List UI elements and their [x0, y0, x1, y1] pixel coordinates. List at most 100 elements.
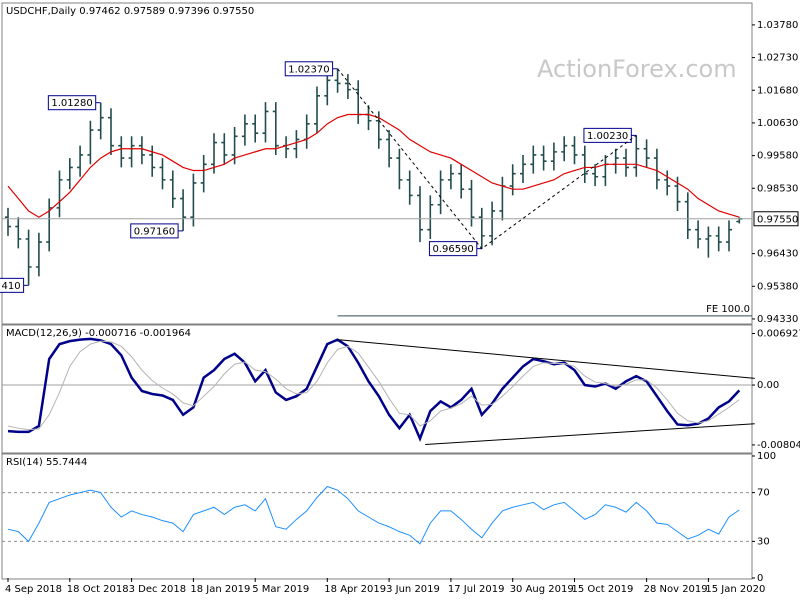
ohlc-bar: [149, 145, 156, 177]
ohlc-bar: [489, 201, 496, 246]
annotation-label: 1.00230: [587, 131, 628, 142]
annotation-label: 0.96590: [432, 244, 473, 255]
ohlc-bar: [200, 154, 207, 193]
y-tick-label: 0: [757, 573, 763, 584]
ohlc-bar: [561, 136, 568, 162]
x-tick-label: 4 Sep 2018: [5, 584, 62, 595]
ohlc-bar: [128, 136, 135, 168]
panel-title: USDCHF,Daily 0.97462 0.97589 0.97396 0.9…: [6, 6, 254, 17]
ohlc-bar: [324, 70, 331, 106]
ohlc-bar: [35, 232, 42, 277]
ohlc-bar: [530, 145, 537, 174]
ohlc-bar: [396, 148, 403, 190]
y-tick-label: 100: [757, 451, 776, 462]
ohlc-bar: [695, 220, 702, 249]
y-tick-label: 1.01680: [757, 85, 798, 96]
ohlc-bar: [314, 86, 320, 134]
ohlc-bar: [46, 198, 53, 252]
annotation-label: 0.97160: [134, 226, 175, 237]
fe-label: FE 100.0: [706, 304, 750, 315]
ohlc-bar: [623, 148, 629, 177]
ohlc-bar: [87, 120, 94, 165]
y-tick-label: 0.98530: [757, 183, 798, 194]
ohlc-bar: [653, 148, 660, 190]
y-tick-label: 1.00630: [757, 118, 798, 129]
ohlc-bar: [15, 217, 22, 249]
price-box: [753, 211, 799, 227]
x-tick-label: 15 Jan 2020: [705, 584, 765, 595]
ohlc-bar: [643, 139, 650, 168]
ohlc-bar: [427, 195, 434, 239]
x-tick-label: 17 Jul 2019: [448, 584, 505, 595]
ohlc-bar: [406, 170, 413, 205]
x-tick-label: 3 Jun 2019: [386, 584, 440, 595]
x-tick-label: 18 Oct 2018: [67, 584, 129, 595]
x-tick-label: 18 Jan 2019: [190, 584, 250, 595]
watermark: ActionForex.com: [537, 55, 737, 83]
ohlc-bar: [386, 130, 393, 168]
x-tick-label: 30 Aug 2019: [510, 584, 574, 595]
ohlc-bar: [138, 136, 145, 165]
ohlc-bar: [447, 164, 454, 190]
ohlc-bar: [550, 142, 557, 171]
ohlc-bar: [56, 170, 63, 218]
y-tick-label: 1.02730: [757, 53, 798, 64]
annotation-label: 1.01280: [51, 98, 92, 109]
y-tick-label: 1.03780: [757, 20, 798, 31]
ohlc-bar: [169, 170, 176, 208]
annotation-label: 410: [2, 281, 21, 292]
price-label: 0.97550: [757, 214, 798, 225]
annotation-label: 1.02370: [288, 64, 329, 75]
y-tick-label: 70: [757, 488, 770, 499]
x-tick-label: 3 Dec 2018: [129, 584, 187, 595]
ohlc-bar: [241, 114, 248, 146]
ohlc-bar: [272, 102, 279, 155]
ohlc-bar: [726, 220, 732, 252]
y-tick-label: 0.95380: [757, 281, 798, 292]
moving-average: [7, 113, 740, 218]
panel-frame: [1, 324, 753, 454]
ohlc-bar: [664, 170, 671, 196]
ohlc-bar: [715, 226, 722, 252]
y-tick-label: 30: [757, 536, 770, 547]
ohlc-bar: [478, 207, 485, 249]
ohlc-bar: [458, 164, 465, 199]
ohlc-bar: [5, 207, 11, 236]
y-tick-label: 0.96430: [757, 249, 798, 260]
ohlc-bar: [633, 135, 640, 177]
trendline: [337, 339, 755, 379]
ohlc-bar: [25, 229, 32, 286]
panel-title: MACD(12,26,9) -0.000716 -0.001964: [6, 328, 191, 339]
ohlc-bar: [108, 108, 114, 155]
ohlc-bar: [612, 148, 619, 174]
ohlc-bar: [77, 145, 84, 177]
ohlc-bar: [159, 158, 166, 190]
ohlc-bar: [684, 192, 691, 239]
ohlc-bar: [520, 154, 526, 183]
ohlc-bar: [303, 114, 310, 149]
y-tick-label: 0.94330: [757, 314, 798, 325]
x-tick-label: 28 Nov 2019: [644, 584, 708, 595]
ohlc-bar: [437, 170, 444, 215]
y-tick-label: 0.006927: [757, 328, 800, 339]
trendline: [425, 423, 755, 446]
ohlc-bar: [190, 173, 197, 227]
panel-title: RSI(14) 55.7444: [6, 457, 87, 468]
panel-frame: [1, 453, 753, 580]
panel-frame: [1, 2, 753, 325]
ohlc-bar: [97, 102, 104, 140]
ohlc-bar: [293, 130, 300, 159]
indicator-line: [7, 337, 741, 442]
x-tick-label: 5 Mar 2019: [252, 584, 309, 595]
trendline: [337, 68, 637, 250]
ohlc-bar: [262, 102, 269, 143]
ohlc-bar: [334, 68, 341, 93]
ohlc-bar: [221, 133, 228, 165]
ohlc-bar: [417, 186, 423, 243]
ohlc-bar: [66, 158, 73, 190]
ohlc-bar: [180, 189, 187, 231]
y-tick-label: 0.00: [757, 380, 779, 391]
ohlc-bar: [283, 136, 290, 159]
y-tick-label: 0.99580: [757, 151, 798, 162]
